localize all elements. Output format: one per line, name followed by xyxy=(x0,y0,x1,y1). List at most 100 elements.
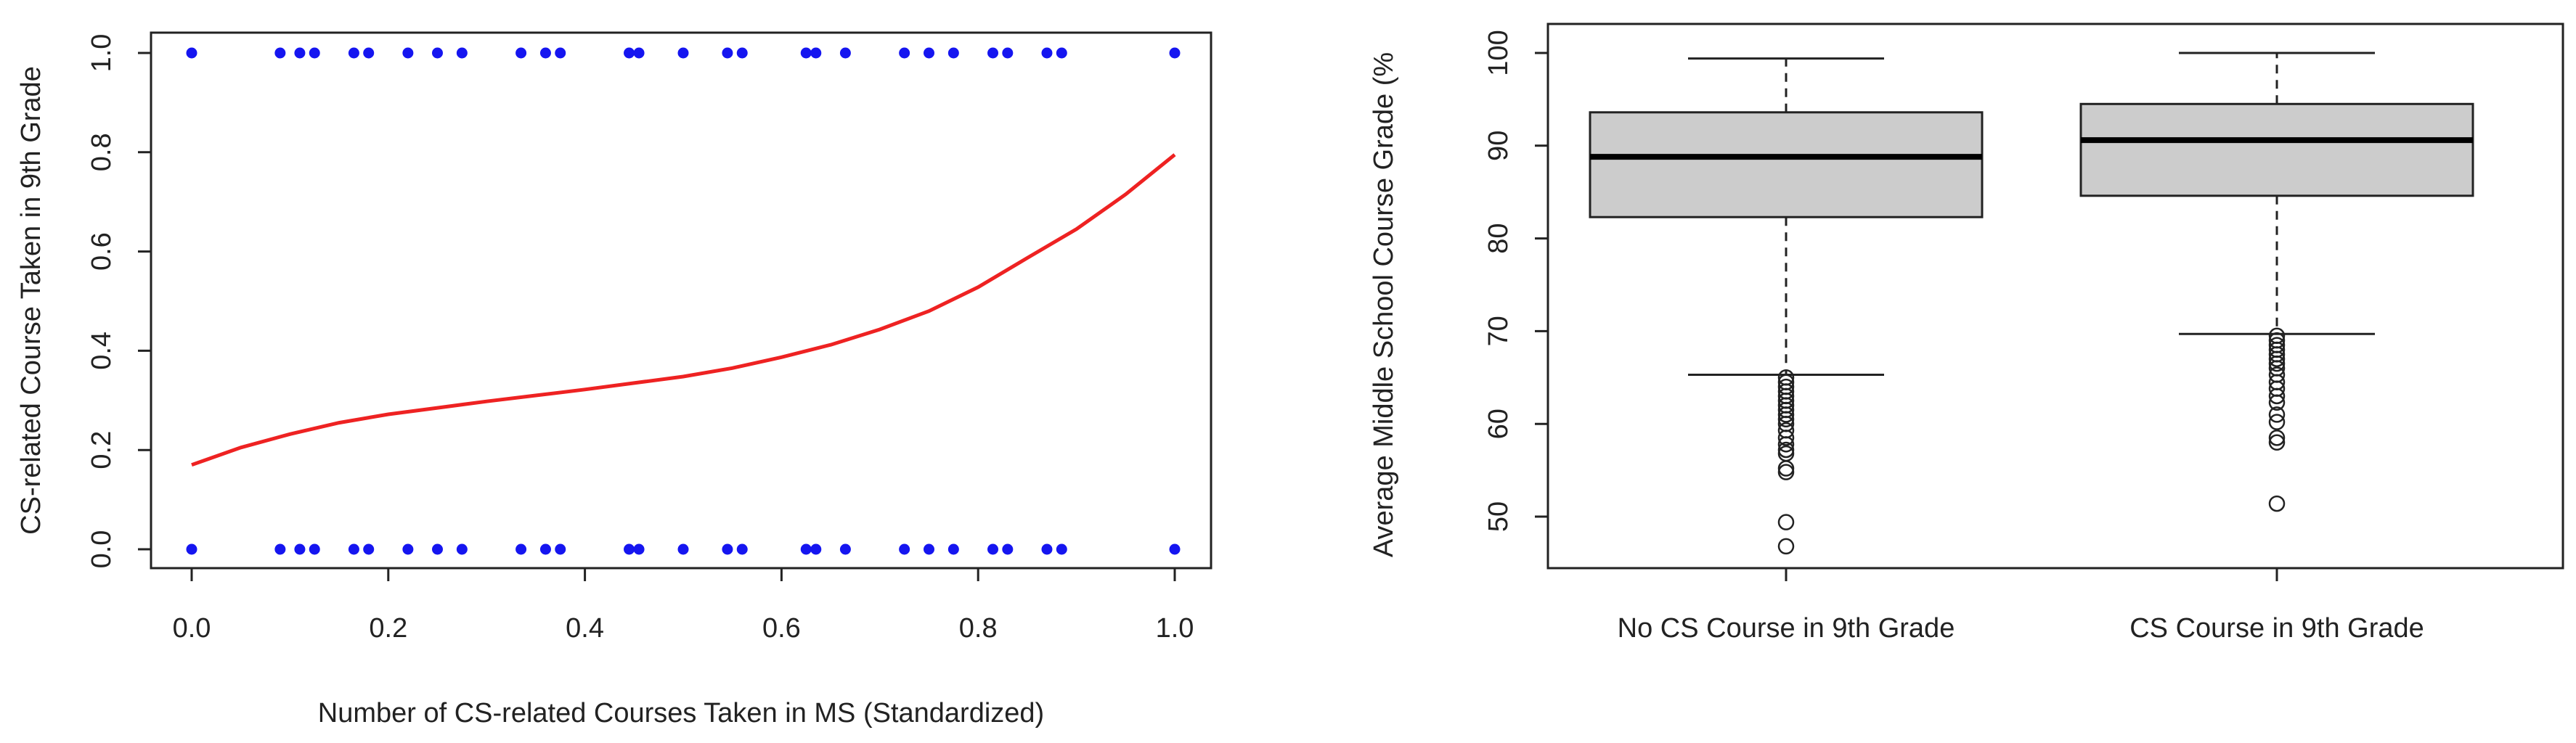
data-point xyxy=(736,543,748,555)
data-point xyxy=(810,47,822,59)
x-tick-label: 0.4 xyxy=(566,613,604,644)
y-tick-label: 1.0 xyxy=(86,34,117,73)
y-tick-label: 0.2 xyxy=(86,431,117,469)
data-point xyxy=(432,543,443,555)
y-tick-label: 100 xyxy=(1483,30,1514,75)
data-point xyxy=(736,47,748,59)
data-point xyxy=(348,543,359,555)
y-tick-label: 0.6 xyxy=(86,232,117,271)
data-point xyxy=(722,47,733,59)
data-point xyxy=(363,47,375,59)
data-point xyxy=(294,47,306,59)
data-point xyxy=(515,543,527,555)
y-tick-label: 60 xyxy=(1483,409,1514,439)
iqr-box xyxy=(1589,111,1984,218)
outlier-point xyxy=(1777,445,1795,462)
y-tick-label: 70 xyxy=(1483,316,1514,346)
scatter-plot-frame xyxy=(150,31,1212,570)
data-point xyxy=(899,47,910,59)
data-point xyxy=(1041,543,1053,555)
data-point xyxy=(363,543,375,555)
x-tick-label: 0.8 xyxy=(959,613,998,644)
y-tick-label: 0.4 xyxy=(86,332,117,370)
outlier-point xyxy=(1777,436,1795,453)
outlier-point xyxy=(2268,434,2286,451)
data-point xyxy=(633,47,645,59)
data-point xyxy=(839,543,851,555)
y-axis-ticks: 50 60 70 80 90 100 xyxy=(1483,30,1548,532)
outlier-point xyxy=(1777,514,1795,530)
scatter-points xyxy=(186,47,1181,555)
outlier-point xyxy=(1777,464,1795,480)
data-point xyxy=(348,47,359,59)
data-point xyxy=(309,47,320,59)
data-point xyxy=(899,543,910,555)
data-point xyxy=(810,543,822,555)
outlier-point xyxy=(2268,350,2286,367)
y-tick-label: 0.8 xyxy=(86,133,117,171)
data-point xyxy=(677,47,689,59)
y-tick-label: 0.0 xyxy=(86,530,117,569)
data-point xyxy=(539,47,551,59)
outlier-point xyxy=(1777,430,1795,446)
data-point xyxy=(947,543,959,555)
data-point xyxy=(800,47,812,59)
data-point xyxy=(1002,47,1014,59)
data-point xyxy=(274,543,286,555)
data-point xyxy=(624,543,635,555)
fitted-curve xyxy=(191,153,1176,467)
data-point xyxy=(515,47,527,59)
data-point xyxy=(924,543,934,555)
boxplot-plot-frame xyxy=(1546,22,2564,570)
outlier-point xyxy=(2268,355,2286,372)
data-point xyxy=(186,47,197,59)
y-tick-label: 80 xyxy=(1483,223,1514,253)
data-point xyxy=(456,543,468,555)
boxplot-boxes xyxy=(1589,52,2474,555)
outlier-point xyxy=(1777,411,1795,428)
outlier-point xyxy=(2268,394,2286,411)
data-point xyxy=(924,47,934,59)
x-axis-ticks: 0.0 0.2 0.4 0.6 0.8 1.0 xyxy=(173,568,1194,644)
data-point xyxy=(402,543,414,555)
outlier-point xyxy=(2268,387,2286,405)
iqr-box xyxy=(2079,102,2474,197)
data-point xyxy=(800,543,812,555)
outlier-point xyxy=(1777,538,1795,555)
data-point xyxy=(309,543,320,555)
data-point xyxy=(624,47,635,59)
outlier-point xyxy=(1777,406,1795,423)
data-point xyxy=(555,47,566,59)
data-point xyxy=(633,543,645,555)
data-point xyxy=(987,47,999,59)
outlier-point xyxy=(2268,495,2286,512)
data-point xyxy=(1169,543,1181,555)
data-point xyxy=(987,543,999,555)
x-tick-label: 0.0 xyxy=(173,613,211,644)
y-axis-label: CS-related Course Taken in 9th Grade xyxy=(16,66,46,535)
y-tick-label: 50 xyxy=(1483,501,1514,532)
x-axis-label: Number of CS-related Courses Taken in MS… xyxy=(318,698,1044,728)
y-axis-label: Average Middle School Course Grade (% xyxy=(1369,52,1399,557)
boxplot-chart: No CS Course in 9th Grade CS Course in 9t… xyxy=(1369,22,2564,644)
outlier-point xyxy=(1777,460,1795,477)
data-point xyxy=(1056,47,1067,59)
data-point xyxy=(555,543,566,555)
data-point xyxy=(539,543,551,555)
category-label: CS Course in 9th Grade xyxy=(2129,613,2424,644)
scatter-chart: 0.0 0.2 0.4 0.6 0.8 1.0 0.0 0.2 0.4 0.6 0.8 1.0 Nu… xyxy=(16,31,1212,728)
x-axis-ticks: No CS Course in 9th Grade CS Course in 9t… xyxy=(1618,568,2424,644)
data-point xyxy=(1002,543,1014,555)
data-point xyxy=(402,47,414,59)
data-point xyxy=(456,47,468,59)
data-point xyxy=(722,543,733,555)
data-point xyxy=(1056,543,1067,555)
x-tick-label: 0.6 xyxy=(762,613,801,644)
y-axis-ticks: 0.0 0.2 0.4 0.6 0.8 1.0 xyxy=(86,34,151,569)
data-point xyxy=(186,543,197,555)
outlier-point xyxy=(2268,414,2286,430)
y-tick-label: 90 xyxy=(1483,131,1514,161)
data-point xyxy=(947,47,959,59)
category-label: No CS Course in 9th Grade xyxy=(1618,613,1955,644)
